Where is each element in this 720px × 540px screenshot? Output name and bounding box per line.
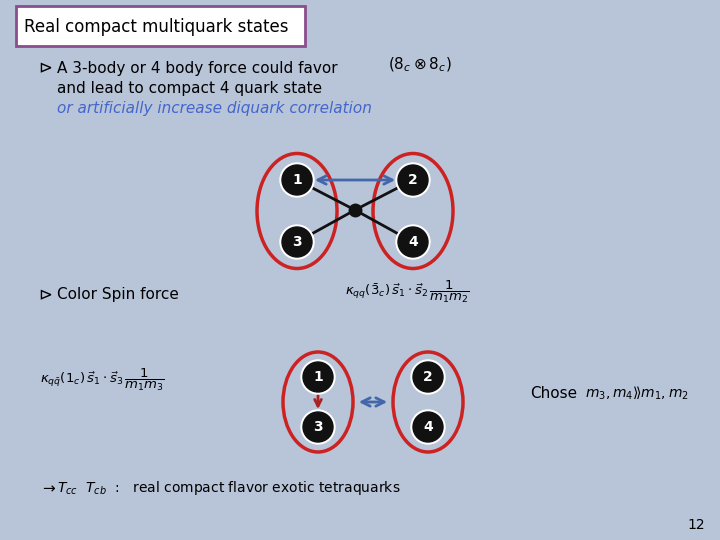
Text: $\vartriangleright$: $\vartriangleright$ xyxy=(35,59,53,77)
Text: $\kappa_{qq}(\bar{3}_c)\,\vec{s}_1 \cdot \vec{s}_2\,\dfrac{1}{m_1 m_2}$: $\kappa_{qq}(\bar{3}_c)\,\vec{s}_1 \cdot… xyxy=(345,279,470,305)
Text: 1: 1 xyxy=(292,173,302,187)
Text: $(8_c \otimes 8_c)$: $(8_c \otimes 8_c)$ xyxy=(388,56,451,74)
Text: Chose: Chose xyxy=(530,386,577,401)
Circle shape xyxy=(411,410,445,444)
Text: 2: 2 xyxy=(423,370,433,384)
Circle shape xyxy=(396,225,430,259)
Circle shape xyxy=(413,362,443,392)
Circle shape xyxy=(303,362,333,392)
Circle shape xyxy=(413,412,443,442)
Text: 4: 4 xyxy=(423,420,433,434)
Text: 3: 3 xyxy=(313,420,323,434)
Text: 12: 12 xyxy=(688,518,705,532)
Text: 3: 3 xyxy=(292,235,302,249)
Circle shape xyxy=(411,360,445,394)
FancyBboxPatch shape xyxy=(16,6,305,46)
Text: 4: 4 xyxy=(408,235,418,249)
Circle shape xyxy=(303,412,333,442)
Text: $T_{cc}$  $T_{cb}$  :   real compact flavor exotic tetraquarks: $T_{cc}$ $T_{cb}$ : real compact flavor … xyxy=(57,479,400,497)
Text: A 3-body or 4 body force could favor: A 3-body or 4 body force could favor xyxy=(57,60,338,76)
Text: $\vartriangleright$: $\vartriangleright$ xyxy=(35,286,53,304)
Circle shape xyxy=(280,163,314,197)
Circle shape xyxy=(282,227,312,257)
Text: Color Spin force: Color Spin force xyxy=(57,287,179,302)
Text: $m_3, m_4\rangle\!\rangle m_1, m_2$: $m_3, m_4\rangle\!\rangle m_1, m_2$ xyxy=(585,384,689,402)
Circle shape xyxy=(301,410,335,444)
Circle shape xyxy=(396,163,430,197)
Text: Real compact multiquark states: Real compact multiquark states xyxy=(24,18,289,36)
Text: $\rightarrow$: $\rightarrow$ xyxy=(40,481,57,496)
Text: and lead to compact 4 quark state: and lead to compact 4 quark state xyxy=(57,80,322,96)
Circle shape xyxy=(282,165,312,195)
Text: $\kappa_{q\bar{q}}(1_c)\,\vec{s}_1 \cdot \vec{s}_3\,\dfrac{1}{m_1 m_3}$: $\kappa_{q\bar{q}}(1_c)\,\vec{s}_1 \cdot… xyxy=(40,367,165,393)
Circle shape xyxy=(301,360,335,394)
Circle shape xyxy=(280,225,314,259)
Text: or artificially increase diquark correlation: or artificially increase diquark correla… xyxy=(57,100,372,116)
Text: 1: 1 xyxy=(313,370,323,384)
Circle shape xyxy=(398,227,428,257)
Circle shape xyxy=(398,165,428,195)
Text: 2: 2 xyxy=(408,173,418,187)
